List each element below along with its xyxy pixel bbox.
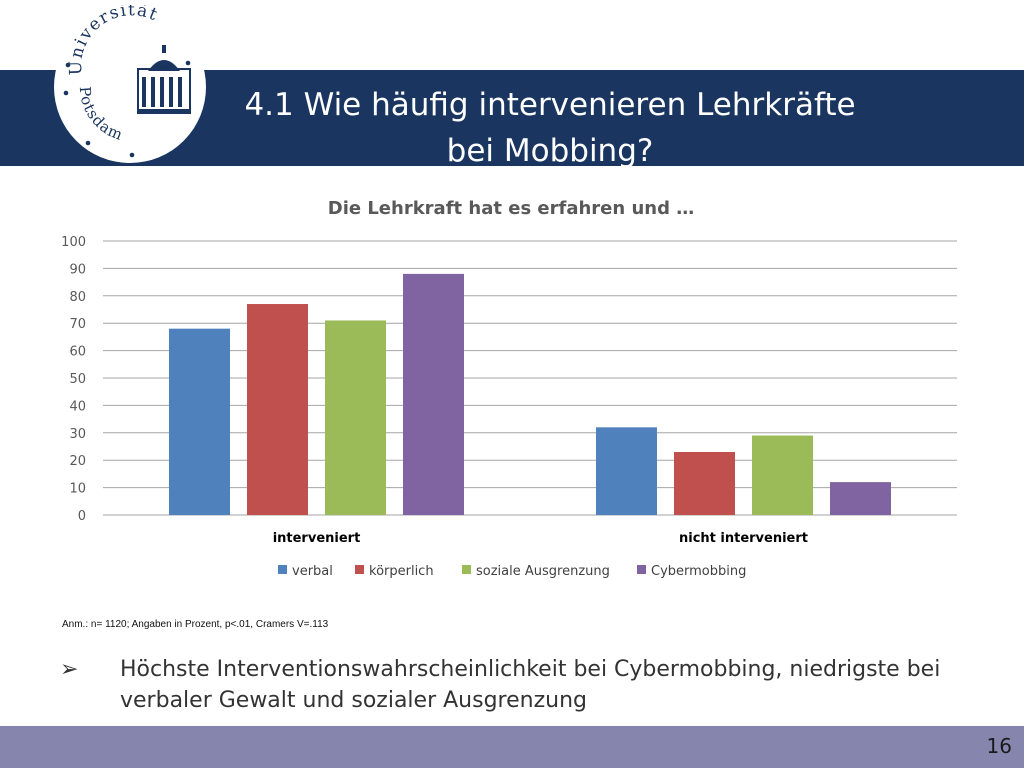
chart-y-ticks: 0 10 20 30 40 50 60 70 80 90 100 <box>61 235 86 524</box>
legend-swatch <box>278 565 287 574</box>
legend-label: soziale Ausgrenzung <box>476 564 610 579</box>
chart-x-labels: interveniert nicht interveniert <box>273 531 808 546</box>
footer-band <box>0 726 1024 768</box>
university-logo: Universität Potsdam <box>54 5 206 163</box>
x-category-label: interveniert <box>273 531 361 546</box>
legend-swatch <box>355 565 364 574</box>
bullet-arrow-icon: ➢ <box>60 657 79 682</box>
page-title: 4.1 Wie häufig intervenieren Lehrkräfte … <box>200 82 900 174</box>
bar <box>830 482 891 515</box>
chart-title: Die Lehrkraft hat es erfahren und … <box>328 198 695 219</box>
chart-bars <box>169 273 891 515</box>
y-tick-label: 100 <box>61 235 86 250</box>
legend-label: körperlich <box>369 564 434 579</box>
bar <box>596 427 657 515</box>
legend-label: verbal <box>292 564 333 579</box>
logo-building-icon <box>137 45 191 114</box>
x-category-label: nicht interveniert <box>679 531 808 546</box>
chart-gridlines <box>103 240 957 516</box>
y-tick-label: 70 <box>69 317 86 332</box>
y-tick-label: 50 <box>69 372 86 387</box>
chart-note: Anm.: n= 1120; Angaben in Prozent, p<.01… <box>62 619 329 630</box>
y-tick-label: 90 <box>69 262 86 277</box>
legend-swatch <box>462 565 471 574</box>
bar <box>674 451 735 515</box>
title-line-2: bei Mobbing? <box>446 133 654 169</box>
y-tick-label: 40 <box>69 399 86 414</box>
bar <box>169 328 230 515</box>
title-line-1: 4.1 Wie häufig intervenieren Lehrkräfte <box>244 87 856 123</box>
y-tick-label: 30 <box>69 427 86 442</box>
y-tick-label: 20 <box>69 454 86 469</box>
legend-label: Cybermobbing <box>651 564 746 579</box>
bar <box>403 273 464 515</box>
chart-legend: verbal körperlich soziale Ausgrenzung Cyber… <box>278 564 746 579</box>
bullet-text: Höchste Interventionswahrscheinlichkeit … <box>120 657 941 713</box>
y-tick-label: 60 <box>69 345 86 360</box>
logo-dots <box>63 60 191 158</box>
y-tick-label: 10 <box>69 482 86 497</box>
bullet-point: ➢ Höchste Interventionswahrscheinlichkei… <box>60 654 1000 716</box>
legend-swatch <box>637 565 646 574</box>
bar <box>325 320 386 515</box>
bar <box>752 435 813 515</box>
bar-chart: Die Lehrkraft hat es erfahren und … 0 10 2… <box>61 198 957 579</box>
bar <box>247 304 308 515</box>
page-number: 16 <box>986 734 1012 758</box>
y-tick-label: 0 <box>78 509 86 524</box>
y-tick-label: 80 <box>69 290 86 305</box>
